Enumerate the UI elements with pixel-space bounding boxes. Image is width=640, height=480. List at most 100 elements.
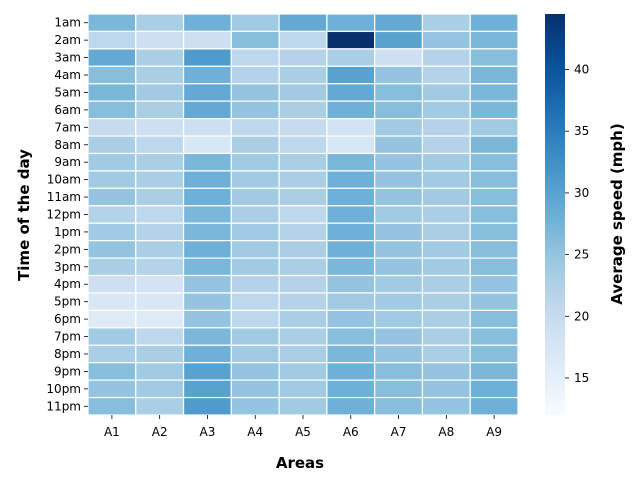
heatmap-cell-10am-A1	[87, 170, 137, 189]
heatmap-cell-9am-A7	[374, 152, 424, 172]
colorbar-tick-label: 40	[574, 63, 589, 77]
heatmap-cell-2pm-A5	[278, 240, 328, 259]
heatmap-cell-7pm-A7	[374, 327, 424, 346]
heatmap-cell-5pm-A4	[230, 292, 280, 311]
heatmap-cell-12pm-A1	[87, 205, 137, 224]
heatmap-cell-12pm-A4	[230, 205, 280, 224]
heatmap-cell-7am-A9	[469, 118, 519, 137]
heatmap-cell-3pm-A1	[87, 257, 137, 277]
heatmap-cell-4pm-A3	[182, 274, 232, 294]
heatmap-cell-11am-A7	[374, 187, 424, 207]
heatmap-cell-9pm-A2	[135, 362, 185, 381]
x-tick-label: A3	[200, 425, 216, 439]
heatmap-cell-7am-A8	[421, 118, 471, 137]
heatmap-cell-11am-A5	[278, 187, 328, 207]
heatmap-cell-4pm-A2	[135, 274, 185, 294]
heatmap-cell-10pm-A3	[182, 379, 232, 399]
heatmap-cell-3pm-A9	[469, 257, 519, 277]
y-tick-label: 5pm	[54, 295, 81, 309]
x-tick-labels: A1 A2 A3 A4 A5 A6 A7 A8 A9	[104, 415, 502, 439]
heatmap-cell-10pm-A9	[469, 379, 519, 399]
heatmap-cell-7am-A5	[278, 118, 328, 137]
heatmap-cell-8am-A3	[182, 135, 232, 155]
heatmap-cell-11pm-A3	[182, 396, 232, 416]
x-tick-label: A6	[343, 425, 359, 439]
heatmap-cell-10am-A7	[374, 170, 424, 189]
colorbar: 15 20 25 30 35 40 Average speed (mph)	[545, 14, 626, 415]
y-tick-label: 12pm	[46, 208, 81, 222]
colorbar-gradient	[545, 14, 565, 415]
heatmap-cell-10pm-A5	[278, 379, 328, 399]
heatmap-cell-10am-A5	[278, 170, 328, 189]
heatmap-cell-9am-A2	[135, 152, 185, 172]
heatmap-cell-11am-A6	[326, 187, 376, 207]
heatmap-cell-6pm-A9	[469, 309, 519, 329]
heatmap-cell-1pm-A6	[326, 222, 376, 242]
heatmap-cell-7am-A7	[374, 118, 424, 137]
heatmap-cell-7am-A4	[230, 118, 280, 137]
heatmap-cell-3pm-A2	[135, 257, 185, 277]
heatmap-cell-2am-A7	[374, 30, 424, 50]
heatmap-cell-3am-A4	[230, 48, 280, 67]
heatmap-cell-4pm-A4	[230, 274, 280, 294]
heatmap-cell-2pm-A9	[469, 240, 519, 259]
heatmap-cell-10am-A6	[326, 170, 376, 189]
heatmap-cell-8am-A4	[230, 135, 280, 155]
heatmap-cell-11pm-A5	[278, 396, 328, 416]
heatmap-cell-1am-A8	[421, 13, 471, 33]
heatmap-cell-3pm-A6	[326, 257, 376, 277]
heatmap-cell-1pm-A1	[87, 222, 137, 242]
y-tick-labels: 1am 2am 3am 4am 5am 6am 7am 8am 9am 10am 11am 12pm 1…	[46, 16, 88, 413]
heatmap-cell-12pm-A6	[326, 205, 376, 224]
heatmap-cell-2am-A2	[135, 30, 185, 50]
heatmap-cell-5pm-A9	[469, 292, 519, 311]
heatmap-cell-2pm-A4	[230, 240, 280, 259]
x-tick-label: A8	[438, 425, 454, 439]
y-tick-label: 6pm	[54, 312, 81, 326]
y-tick-label: 7pm	[54, 330, 81, 344]
y-axis-title: Time of the day	[15, 149, 33, 281]
heatmap-cell-8am-A2	[135, 135, 185, 155]
y-tick-label: 3am	[54, 51, 81, 65]
x-tick-label: A1	[104, 425, 120, 439]
heatmap-cell-3pm-A4	[230, 257, 280, 277]
heatmap-cell-1am-A6	[326, 13, 376, 33]
y-tick-label: 11pm	[46, 399, 81, 413]
heatmap-cell-2am-A4	[230, 30, 280, 50]
heatmap-cell-1am-A7	[374, 13, 424, 33]
colorbar-tick-label: 20	[574, 309, 589, 323]
heatmap-cell-10pm-A1	[87, 379, 137, 399]
heatmap-cell-7pm-A9	[469, 327, 519, 346]
heatmap-cell-4am-A6	[326, 65, 376, 85]
heatmap-cell-11pm-A9	[469, 396, 519, 416]
colorbar-tick-label: 25	[574, 248, 589, 262]
heatmap-cell-3pm-A5	[278, 257, 328, 277]
heatmap-cell-4am-A1	[87, 65, 137, 85]
y-tick-label: 9pm	[54, 364, 81, 378]
colorbar-tick-label: 35	[574, 124, 589, 138]
heatmap-cell-11am-A9	[469, 187, 519, 207]
heatmap-cell-10pm-A7	[374, 379, 424, 399]
heatmap-cell-7pm-A2	[135, 327, 185, 346]
heatmap-cell-7am-A2	[135, 118, 185, 137]
y-tick-label: 11am	[47, 190, 81, 204]
heatmap-cell-5am-A5	[278, 83, 328, 102]
heatmap-cell-3pm-A8	[421, 257, 471, 277]
heatmap-cell-9am-A4	[230, 152, 280, 172]
y-tick-label: 1am	[54, 16, 81, 30]
colorbar-tick-label: 15	[574, 371, 589, 385]
heatmap-cell-4am-A2	[135, 65, 185, 85]
heatmap-cell-5pm-A3	[182, 292, 232, 311]
y-tick-label: 2pm	[54, 242, 81, 256]
heatmap-cell-7pm-A3	[182, 327, 232, 346]
heatmap-cell-5am-A4	[230, 83, 280, 102]
x-axis-title: Areas	[276, 454, 324, 472]
y-tick-label: 8am	[54, 138, 81, 152]
heatmap-cell-5pm-A8	[421, 292, 471, 311]
heatmap-cell-1pm-A3	[182, 222, 232, 242]
heatmap-cell-8am-A7	[374, 135, 424, 155]
heatmap-cell-10am-A3	[182, 170, 232, 189]
heatmap-cell-9am-A8	[421, 152, 471, 172]
heatmap-cell-1am-A2	[135, 13, 185, 33]
heatmap-cell-1pm-A4	[230, 222, 280, 242]
